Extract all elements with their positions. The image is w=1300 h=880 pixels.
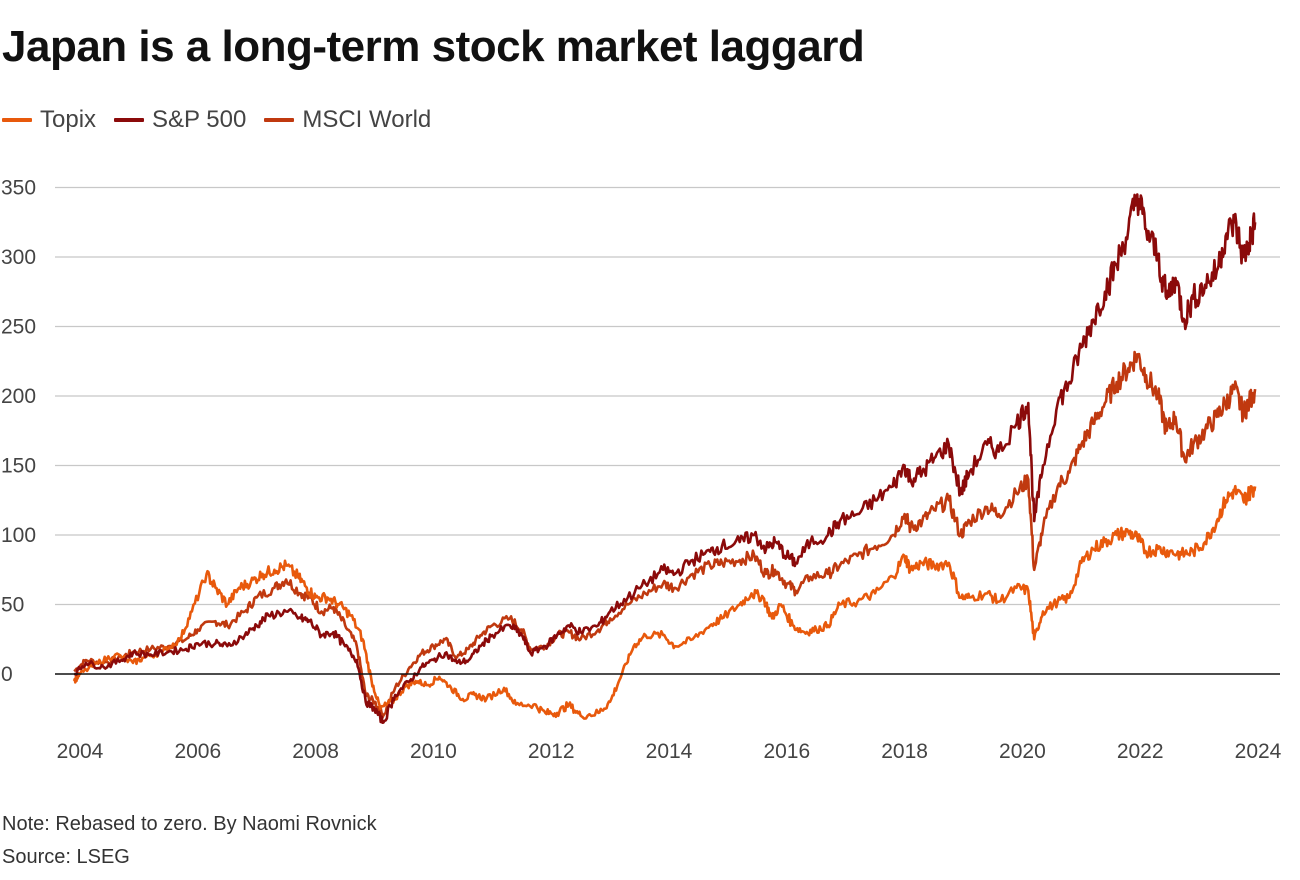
x-axis-ticks: 2004 2006 2008 2010 2012 2014 2016 2018 2020 2022… xyxy=(57,740,1282,763)
series-line-s-p-500 xyxy=(73,193,1257,724)
y-tick-label: 150 xyxy=(1,455,36,478)
y-tick-label: 300 xyxy=(1,246,36,269)
x-tick-label: 2020 xyxy=(999,740,1046,763)
legend-label-sp500: S&P 500 xyxy=(152,106,247,133)
y-tick-label: 350 xyxy=(1,177,36,200)
legend-label-msci: MSCI World xyxy=(302,106,432,133)
gridlines xyxy=(55,186,1280,606)
legend-swatch-topix xyxy=(2,118,32,122)
x-tick-label: 2006 xyxy=(174,740,221,763)
y-tick-label: 250 xyxy=(1,316,36,339)
y-tick-label: 100 xyxy=(1,524,36,547)
series-line-topix xyxy=(72,484,1257,720)
x-tick-label: 2022 xyxy=(1117,740,1164,763)
y-tick-label: 50 xyxy=(1,594,24,617)
x-tick-label: 2024 xyxy=(1235,740,1282,763)
chart-title: Japan is a long-term stock market laggar… xyxy=(2,22,865,71)
legend: Topix S&P 500 MSCI World xyxy=(2,106,431,134)
x-tick-label: 2008 xyxy=(292,740,339,763)
legend-swatch-sp500 xyxy=(114,118,145,122)
legend-item-sp500: S&P 500 xyxy=(114,106,246,134)
series-line-msci-world xyxy=(73,350,1257,719)
legend-swatch-msci xyxy=(264,118,295,122)
legend-label-topix: Topix xyxy=(40,106,97,133)
x-tick-label: 2014 xyxy=(646,740,693,763)
y-tick-label: 0 xyxy=(1,663,13,686)
series-lines xyxy=(72,193,1257,724)
x-tick-label: 2010 xyxy=(410,740,457,763)
chart-note: Note: Rebased to zero. By Naomi Rovnick xyxy=(2,813,377,835)
legend-item-msci: MSCI World xyxy=(264,106,431,134)
chart-source: Source: LSEG xyxy=(2,846,130,868)
y-tick-label: 200 xyxy=(1,385,36,408)
x-tick-label: 2004 xyxy=(57,740,104,763)
legend-item-topix: Topix xyxy=(2,106,96,134)
x-tick-label: 2016 xyxy=(763,740,810,763)
x-tick-label: 2012 xyxy=(528,740,575,763)
y-axis-ticks: 0 50 100 150 200 250 300 350 xyxy=(1,177,36,687)
x-tick-label: 2018 xyxy=(881,740,928,763)
